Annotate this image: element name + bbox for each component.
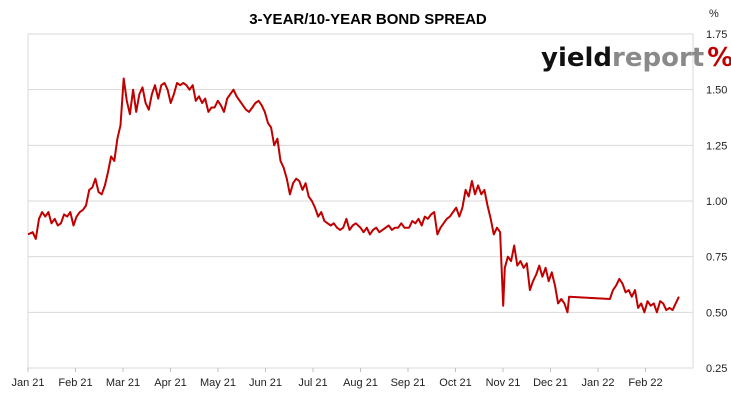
logo-percent-icon: % bbox=[707, 43, 731, 73]
x-tick-label: Jun 21 bbox=[249, 377, 282, 389]
x-axis: Jan 21 Feb 21 Mar 21 Apr 21 May 21 Jun 21 Jul … bbox=[11, 368, 663, 389]
y-tick-label: 0.75 bbox=[706, 252, 727, 264]
chart-title: 3-YEAR/10-YEAR BOND SPREAD bbox=[249, 11, 487, 28]
y-axis-unit: % bbox=[709, 8, 719, 20]
y-tick-label: 0.25 bbox=[706, 363, 727, 375]
x-tick-label: Feb 22 bbox=[628, 377, 662, 389]
x-tick-label: Jan 22 bbox=[581, 377, 614, 389]
y-tick-label: 1.25 bbox=[706, 140, 727, 152]
x-tick-label: Jan 21 bbox=[11, 377, 44, 389]
x-tick-label: Mar 21 bbox=[106, 377, 140, 389]
x-tick-label: May 21 bbox=[200, 377, 236, 389]
x-tick-label: Nov 21 bbox=[486, 377, 521, 389]
x-tick-label: Apr 21 bbox=[154, 377, 186, 389]
y-tick-label: 1.00 bbox=[706, 196, 727, 208]
y-tick-label: 0.50 bbox=[706, 307, 727, 319]
x-tick-label: Dec 21 bbox=[533, 377, 568, 389]
x-tick-label: Aug 21 bbox=[343, 377, 378, 389]
series-line bbox=[27, 77, 680, 314]
gridlines bbox=[28, 33, 693, 369]
y-tick-label: 1.50 bbox=[706, 85, 727, 97]
x-tick-label: Jul 21 bbox=[298, 377, 327, 389]
x-tick-label: Sep 21 bbox=[391, 377, 426, 389]
logo-yield-text: yield bbox=[541, 43, 612, 73]
y-tick-label: 1.75 bbox=[706, 29, 727, 41]
x-tick-label: Oct 21 bbox=[439, 377, 471, 389]
logo-report-text: report bbox=[612, 43, 704, 73]
svg-text:yieldreport%: yieldreport% bbox=[541, 43, 731, 73]
yieldreport-logo: yieldreport% bbox=[541, 43, 731, 73]
x-tick-label: Feb 21 bbox=[58, 377, 92, 389]
y-axis: 0.25 0.50 0.75 1.00 1.25 1.50 1.75 bbox=[706, 29, 727, 375]
